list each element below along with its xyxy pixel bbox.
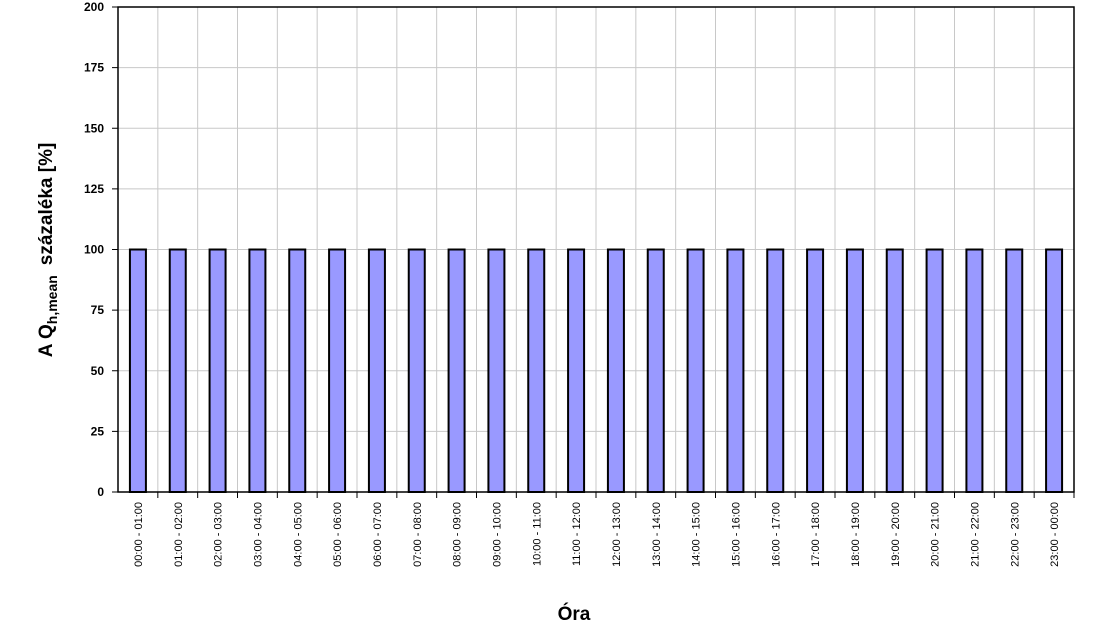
bar [806,248,825,493]
x-tick-label: 17:00 - 18:00 [810,502,822,567]
x-tick-label: 22:00 - 23:00 [1009,502,1021,567]
bar [646,248,665,493]
x-tick-label: 04:00 - 05:00 [292,502,304,567]
x-tick-label: 21:00 - 22:00 [969,502,981,567]
y-tick-label: 175 [84,61,104,75]
y-tick-label: 75 [91,303,105,317]
x-tick-label: 03:00 - 04:00 [252,502,264,567]
bar [606,248,625,493]
bar [128,248,147,493]
bar [766,248,785,493]
bar [845,248,864,493]
x-tick-label: 13:00 - 14:00 [651,502,663,567]
y-tick-label: 25 [91,424,105,438]
x-axis-title: Óra [558,603,591,625]
x-tick-label: 07:00 - 08:00 [412,502,424,567]
bar [686,248,705,493]
bar [208,248,227,493]
y-axis-title: A Qh,mean százaléka [%] [36,143,60,358]
bar [1005,248,1024,493]
x-tick-label: 14:00 - 15:00 [691,502,703,567]
x-tick-label: 10:00 - 11:00 [531,502,543,566]
bar [527,248,546,493]
bar [487,248,506,493]
x-tick-label: 05:00 - 06:00 [332,502,344,567]
bar [328,248,347,493]
bar [407,248,426,493]
y-tick-label: 200 [84,0,104,14]
x-tick-label: 18:00 - 19:00 [850,502,862,567]
bar [288,248,307,493]
x-tick-label: 12:00 - 13:00 [611,502,623,567]
bar [885,248,904,493]
y-tick-label: 100 [84,243,104,257]
x-tick-label: 19:00 - 20:00 [890,502,902,567]
x-tick-label: 02:00 - 03:00 [213,502,225,567]
bar [965,248,984,493]
bar [1045,248,1064,493]
x-tick-label: 15:00 - 16:00 [730,502,742,567]
bar [447,248,466,493]
x-tick-label: 09:00 - 10:00 [491,502,503,567]
y-tick-label: 0 [97,485,104,499]
bar [168,248,187,493]
bar [248,248,267,493]
y-tick-label: 50 [91,364,105,378]
bar [367,248,386,493]
x-tick-label: 16:00 - 17:00 [770,502,782,567]
x-tick-label: 00:00 - 01:00 [133,502,145,567]
x-tick-label: 23:00 - 00:00 [1049,502,1061,567]
y-title-main: A Q [36,324,57,357]
y-tick-label: 125 [84,182,104,196]
bar [925,248,944,493]
bar [726,248,745,493]
x-tick-label: 11:00 - 12:00 [571,502,583,566]
y-tick-label: 150 [84,121,104,135]
x-tick-label: 01:00 - 02:00 [173,502,185,567]
x-tick-label: 08:00 - 09:00 [452,502,464,567]
bar [567,248,586,493]
y-title-rest: százaléka [%] [36,143,57,266]
x-tick-label: 20:00 - 21:00 [930,502,942,567]
y-title-subscript: h,mean [44,275,60,324]
x-tick-label: 06:00 - 07:00 [372,502,384,567]
